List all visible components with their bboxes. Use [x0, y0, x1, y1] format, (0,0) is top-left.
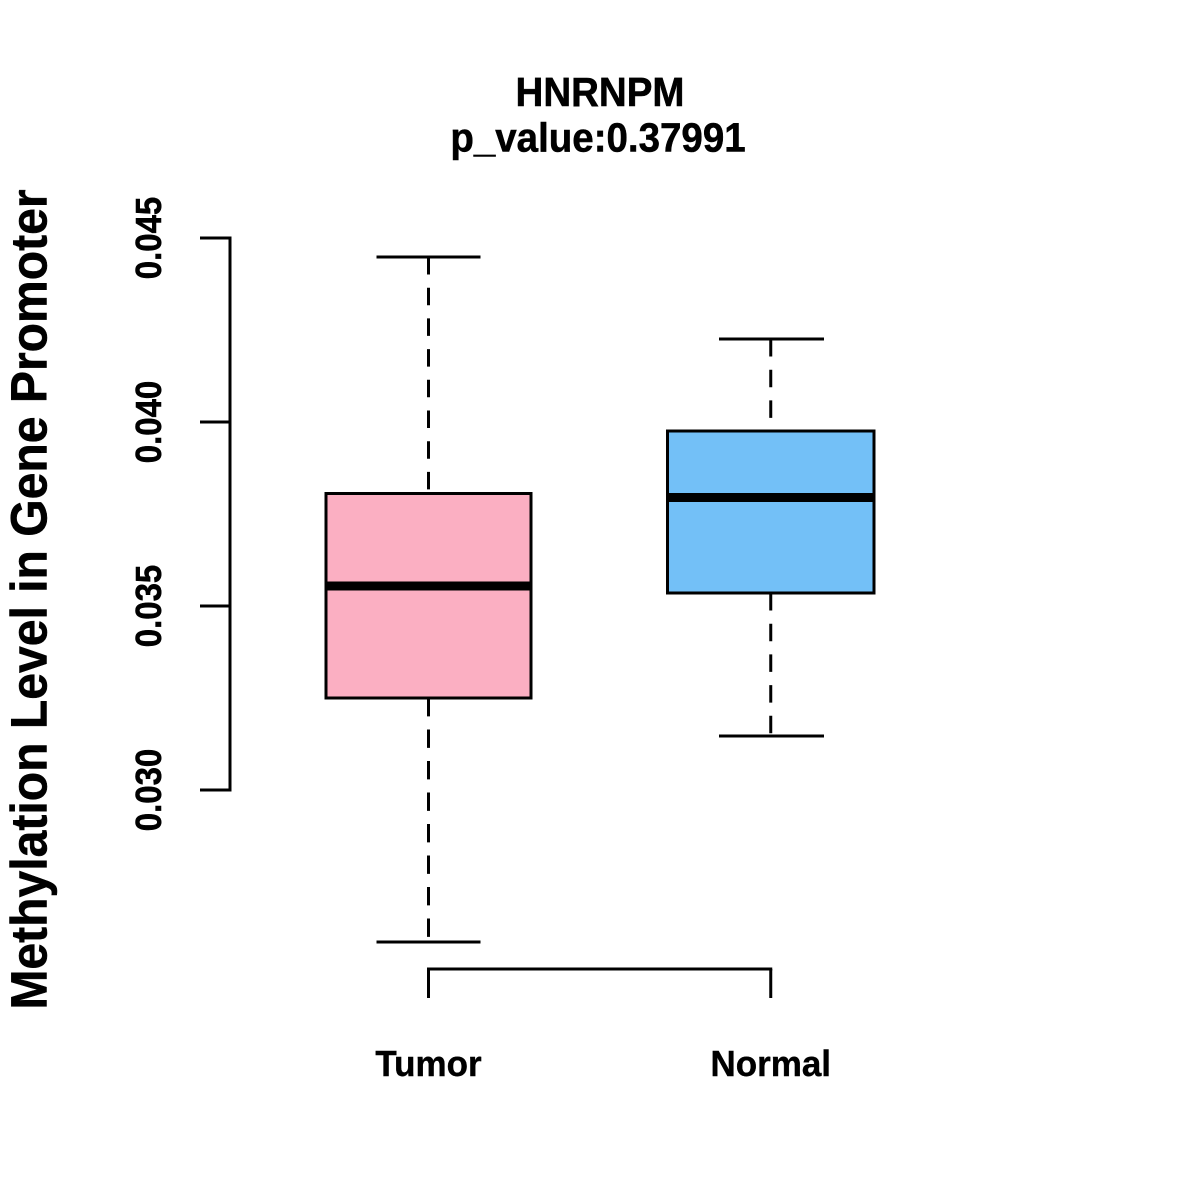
svg-text:p_value:0.37991: p_value:0.37991: [450, 115, 745, 160]
svg-text:Normal: Normal: [710, 1043, 831, 1084]
svg-text:Tumor: Tumor: [375, 1043, 481, 1084]
svg-text:Methylation Level in Gene Prom: Methylation Level in Gene Promoter: [0, 189, 58, 1009]
svg-text:0.035: 0.035: [130, 565, 170, 648]
svg-text:0.045: 0.045: [130, 197, 170, 280]
svg-text:0.030: 0.030: [130, 749, 170, 832]
svg-text:0.040: 0.040: [130, 381, 170, 464]
svg-text:HNRNPM: HNRNPM: [516, 70, 685, 115]
